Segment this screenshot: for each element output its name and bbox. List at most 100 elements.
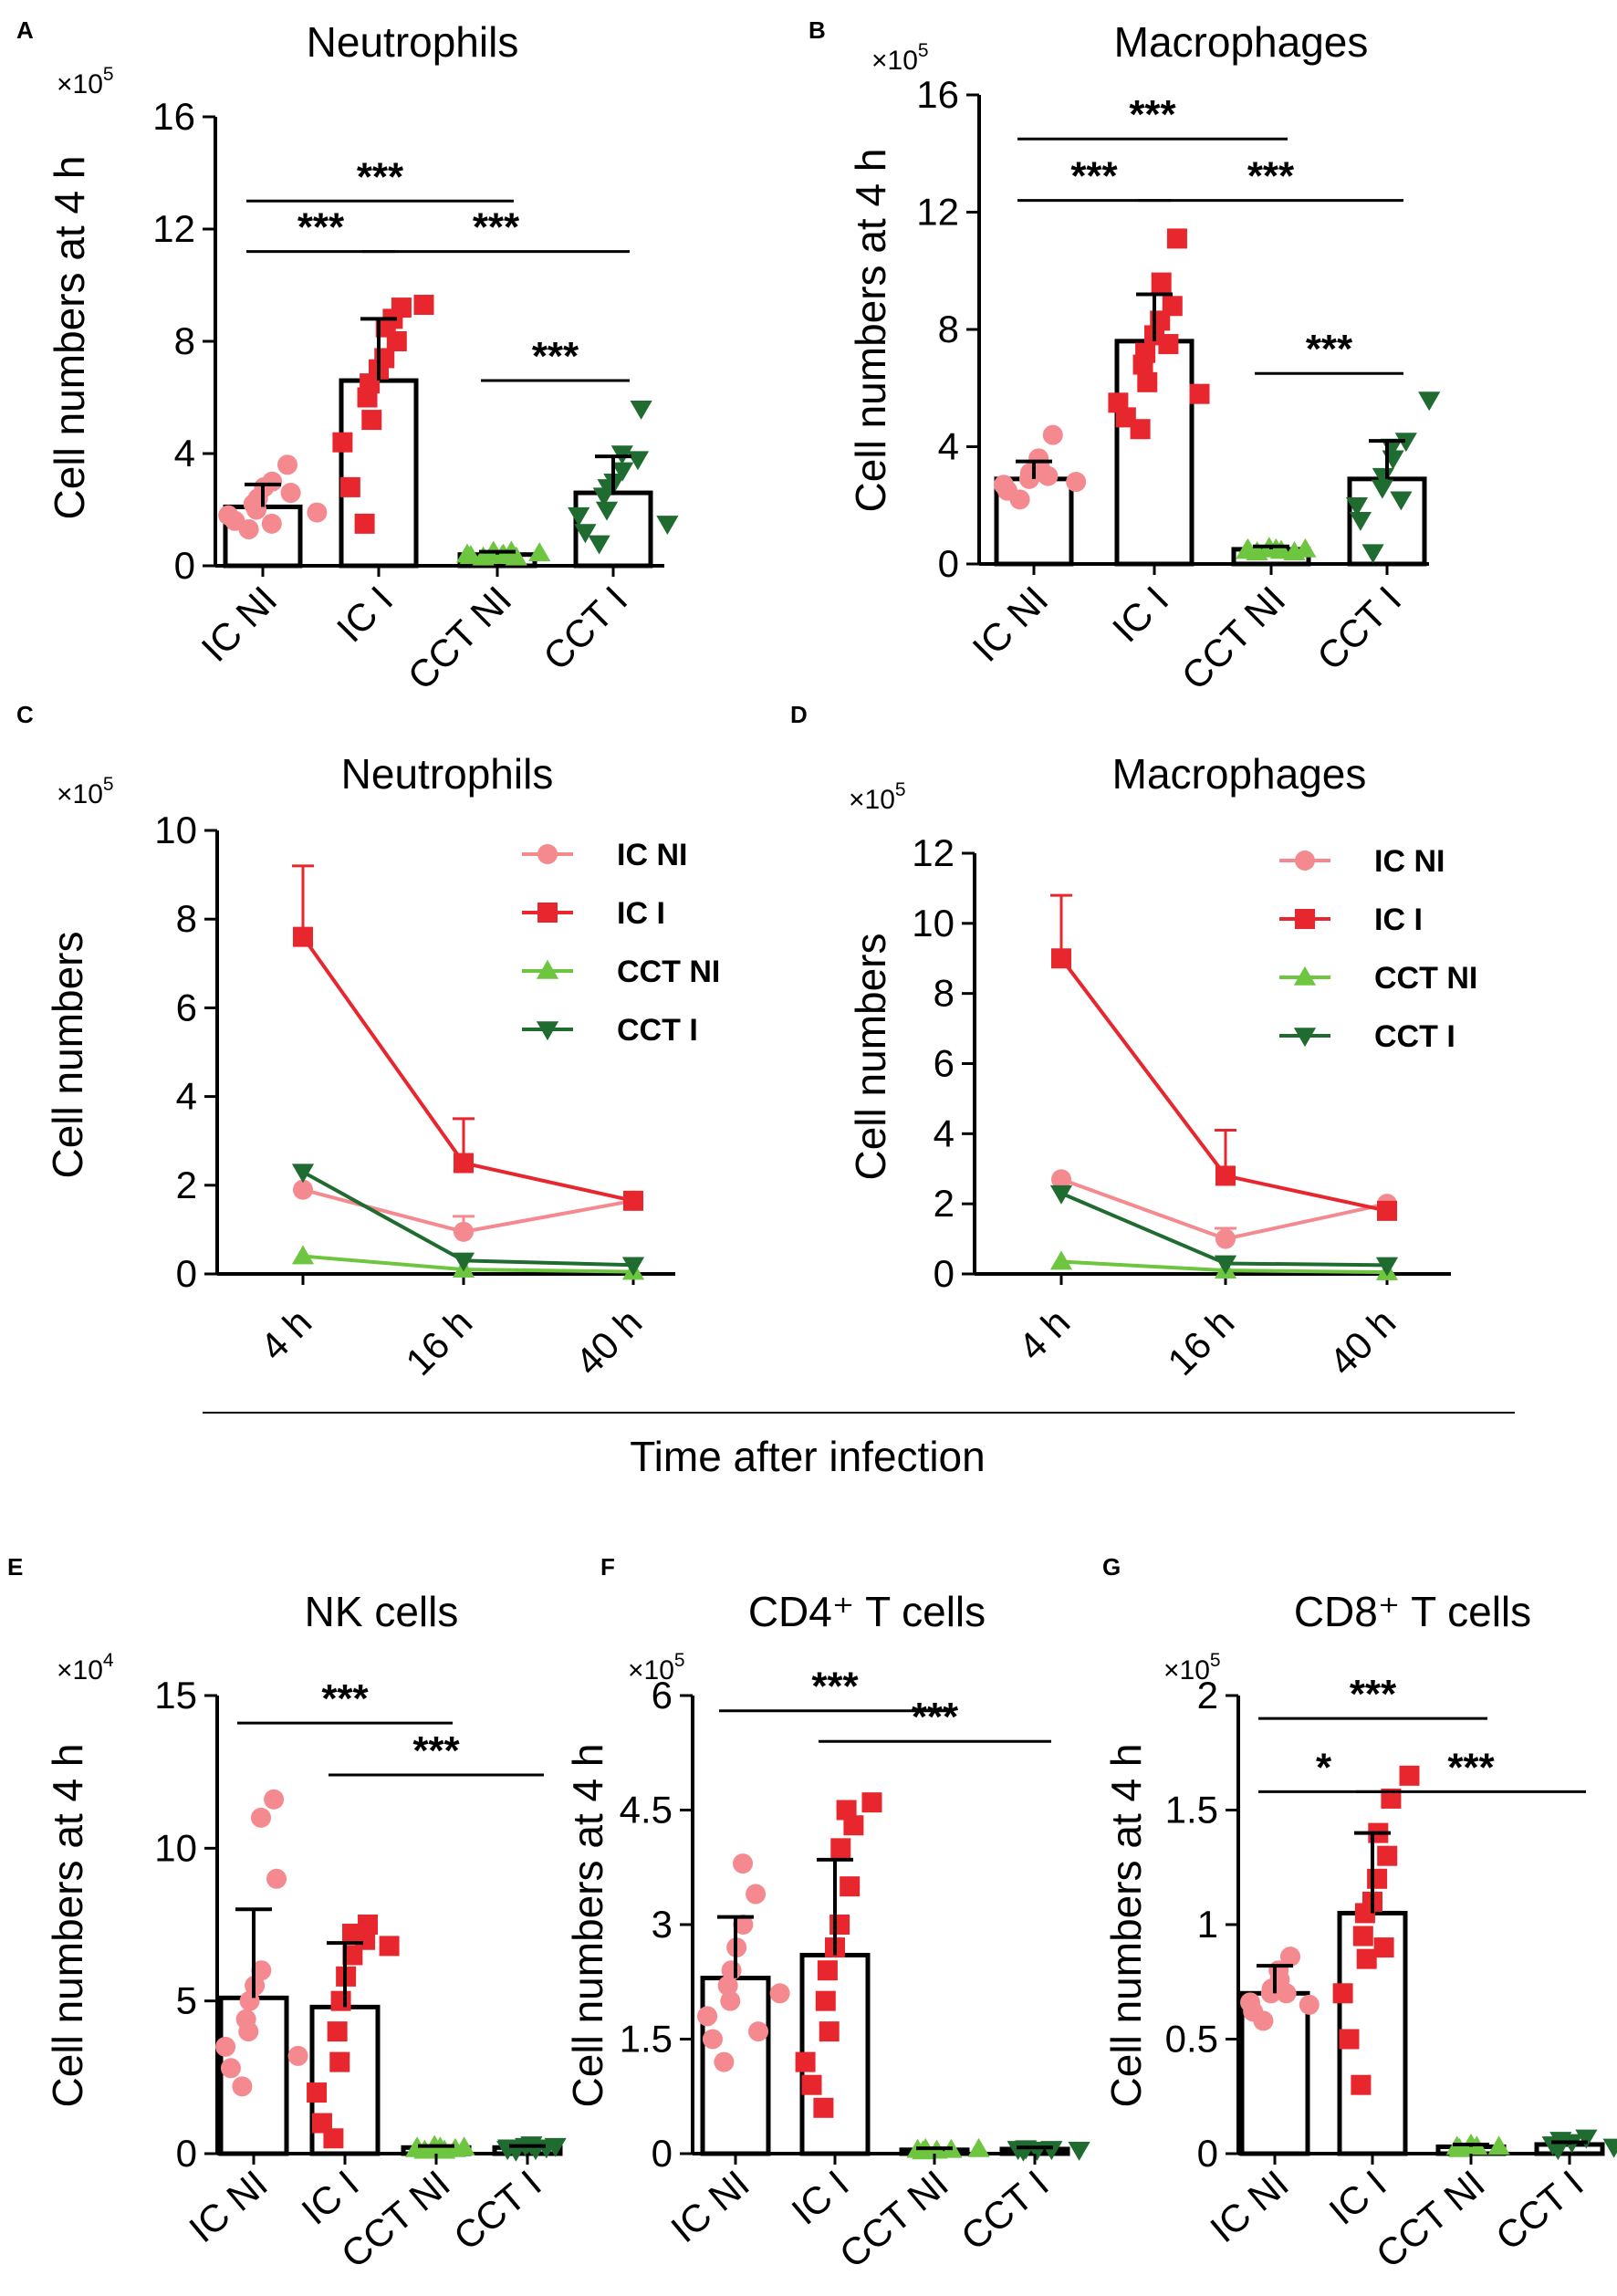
y-tick-label: 6 [176,986,197,1028]
y-tick-label: 0 [652,2132,673,2175]
panel-letter: E [7,1553,23,1581]
category-label: CCT I [1309,578,1409,678]
data-point [277,454,297,475]
data-point [1135,342,1156,363]
bar [339,378,419,569]
data-point [218,505,239,526]
data-point [621,1257,645,1277]
data-point [795,2051,816,2072]
y-tick-label: 4 [934,1111,955,1154]
y-tick-label: 1.5 [1165,1789,1218,1832]
data-point [1151,272,1172,293]
data-point [1394,433,1417,453]
legend-marker [1293,965,1317,986]
panel-letter: B [808,16,826,44]
panel-title: Macrophages [1114,18,1369,66]
data-point [1108,392,1129,413]
x-tick-label: 40 h [567,1300,650,1383]
significance-label: *** [811,1665,859,1709]
significance-label: *** [1350,1672,1397,1717]
y-tick-label: 12 [912,831,955,874]
panel-title: NK cells [305,1588,459,1635]
series-ic-ni [293,1179,643,1242]
x-tick-label: 4 h [252,1300,320,1369]
data-point [1349,512,1372,531]
data-point [1602,2138,1617,2158]
data-point [1166,228,1187,249]
data-point [266,1868,287,1889]
panel-letter: A [16,16,34,44]
category-label: IC NI [1202,2162,1296,2251]
data-point [1068,2142,1090,2161]
data-point [261,513,282,534]
data-point [232,2076,253,2097]
data-point [1352,1926,1373,1946]
x-tick-label: 16 h [1159,1300,1242,1383]
y-multiplier: ×105 [57,64,114,99]
data-point [1345,496,1369,517]
panel-title: Neutrophils [307,18,519,66]
category-label: IC NI [181,2162,275,2251]
y-tick-label: 4 [176,1075,197,1118]
data-point [251,1960,272,1981]
data-point [746,1884,767,1905]
data-point [840,1876,861,1897]
data-point [817,1960,838,1981]
category-label: CCT NI [1368,2162,1493,2277]
data-point [630,401,652,420]
data-point [379,1936,400,1957]
data-point [280,483,301,504]
data-point [1028,448,1049,469]
y-tick-label: 2 [1197,1674,1218,1717]
significance-label: *** [357,154,404,199]
legend-marker [536,1021,559,1041]
x-tick-label: 16 h [397,1300,480,1383]
data-point [307,2082,328,2103]
category-label: IC NI [662,2162,756,2251]
data-point [1240,1992,1260,2013]
data-point [1299,1994,1320,2015]
data-point [1215,1228,1236,1249]
data-point [1377,1845,1398,1866]
panel-A: A Neutrophils ×105 Cell numbers at 4 h 0 4 8 12… [16,16,679,698]
data-point [1373,1937,1394,1958]
data-point [697,2006,718,2027]
data-point [544,2137,567,2157]
data-point [861,1792,882,1813]
data-point [1276,1983,1297,2004]
series-ic-i [1050,893,1397,1221]
y-axis-label: Cell numbers [847,934,894,1181]
data-point [574,524,597,544]
y-tick-label: 16 [916,73,959,116]
y-tick-label: 1.5 [620,2018,673,2061]
y-tick-label: 16 [152,95,195,138]
legend: IC NI IC I CCT NI CCT I [1279,844,1477,1054]
data-point [330,1990,351,2011]
y-tick-label: 8 [938,308,959,350]
data-point [413,295,434,316]
y-tick-label: 10 [154,809,197,851]
significance-label: *** [412,1728,460,1773]
legend-label: IC NI [617,838,687,872]
category-label: CCT NI [831,2162,956,2277]
data-point [813,2097,834,2118]
data-point [1269,539,1293,559]
data-point [433,2139,456,2159]
data-point [1137,371,1158,392]
panel-title: Neutrophils [341,750,554,798]
data-point [714,2051,735,2072]
legend-label: CCT NI [1374,961,1477,996]
data-point [262,471,283,492]
data-point [342,1924,363,1945]
data-point [717,1975,738,1996]
y-tick-label: 5 [176,1979,197,2022]
data-point [332,432,353,453]
data-point [1051,948,1071,969]
panel-D: D Macrophages ×105 Cell numbers 0 2 4 6 8 10 12 4 h… [790,701,1477,1383]
category-label: IC I [329,578,401,650]
data-point [235,2009,256,2030]
data-point [769,1983,790,2004]
y-axis-label: Cell numbers at 4 h [847,149,894,513]
